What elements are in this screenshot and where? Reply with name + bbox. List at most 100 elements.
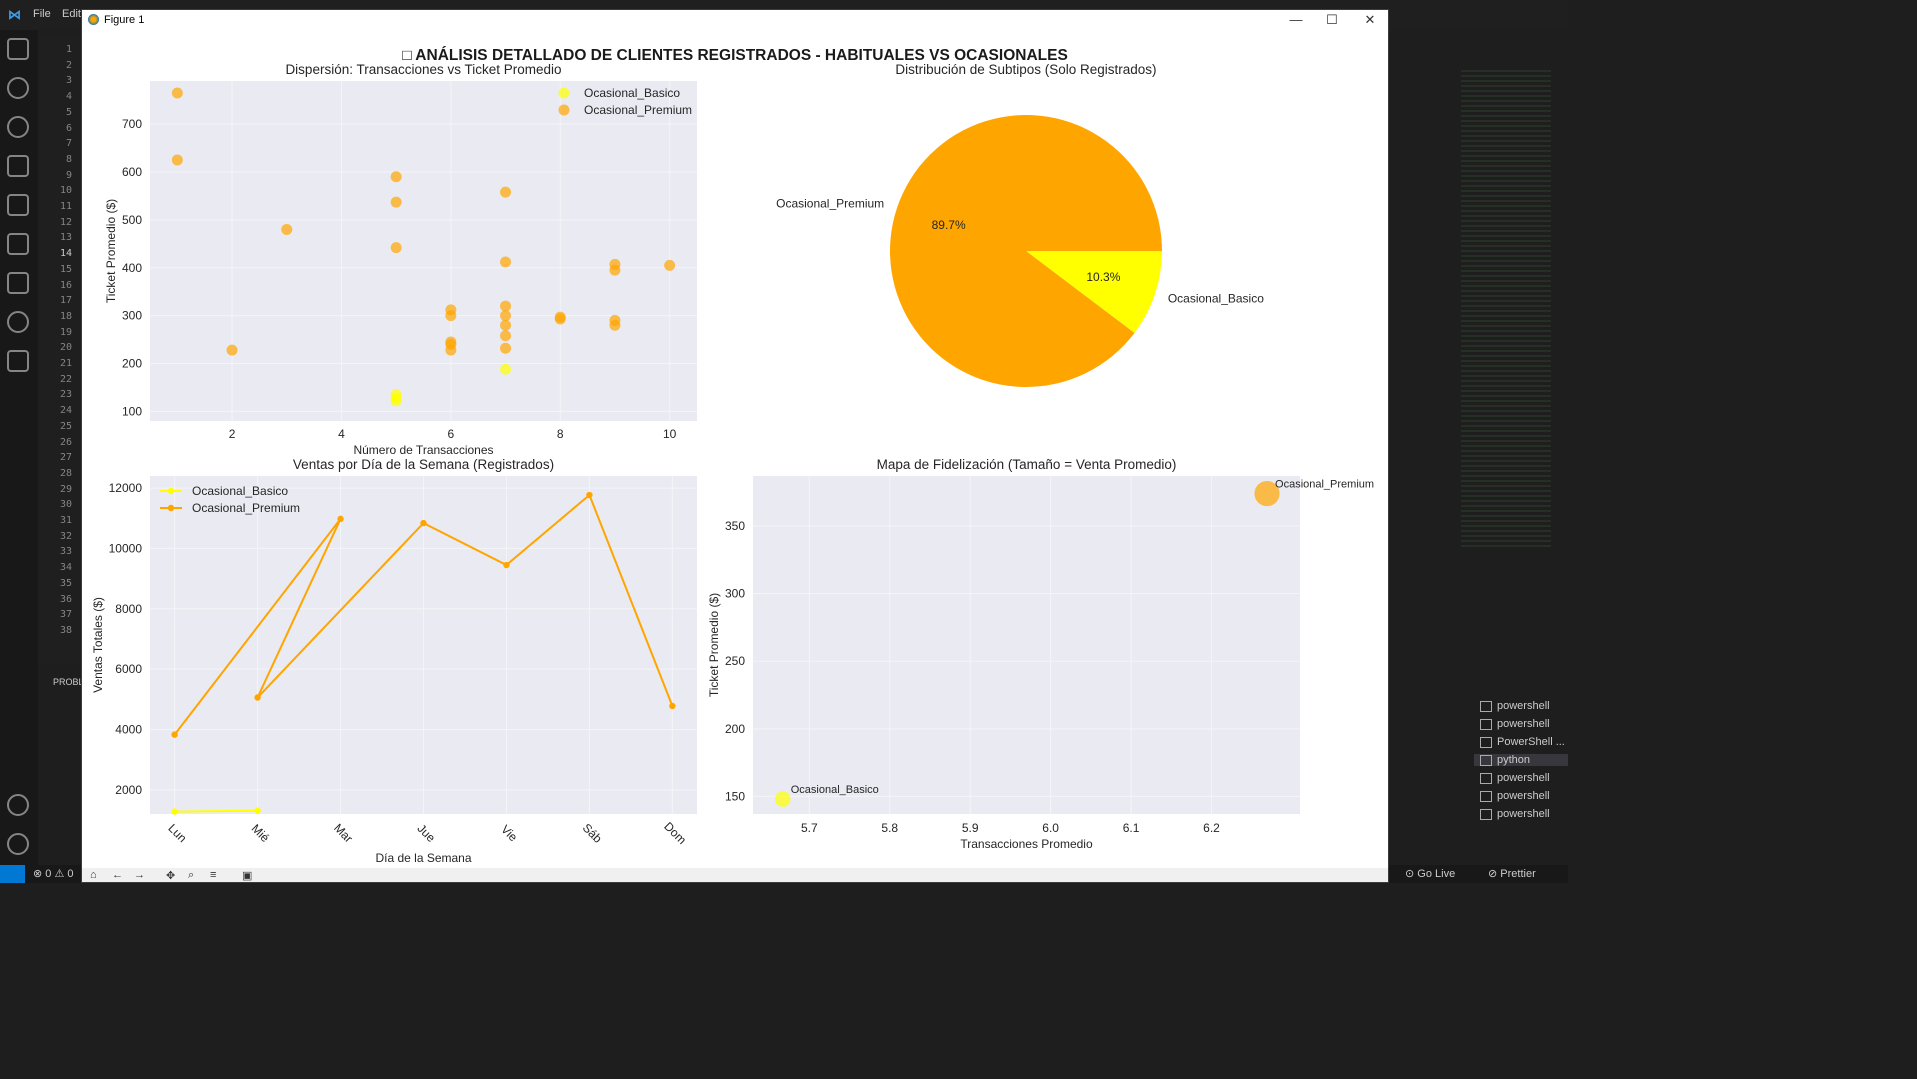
toolbar-pan-icon[interactable]: ✥ <box>166 870 176 882</box>
go-live-button[interactable]: ⊙ Go Live <box>1405 868 1456 880</box>
remote-indicator-icon[interactable] <box>0 865 25 883</box>
line-point <box>586 491 593 499</box>
line-number: 34 <box>59 562 72 574</box>
terminal-item[interactable]: powershell <box>1480 808 1550 820</box>
figure-toolbar: ⌂ ← → ✥ ⌕ ≡ ▣ <box>82 868 1388 882</box>
scatter-point <box>500 256 512 268</box>
account-icon[interactable] <box>7 794 29 816</box>
figure-suptitle: □ ANÁLISIS DETALLADO DE CLIENTES REGISTR… <box>402 47 1068 64</box>
terminal-icon <box>1480 790 1492 802</box>
matplotlib-logo-icon <box>88 14 99 25</box>
prettier-label: Prettier <box>1500 868 1536 880</box>
settings-gear-icon[interactable] <box>7 833 29 855</box>
terminal-item[interactable]: powershell <box>1480 718 1550 730</box>
figure-titlebar[interactable] <box>82 10 1388 32</box>
panel-problems-tab[interactable]: PROBL <box>53 677 84 687</box>
bubble-label: Ocasional_Premium <box>1275 479 1374 491</box>
line-number: 17 <box>59 295 72 307</box>
legend-marker <box>558 87 570 99</box>
legend-label: Ocasional_Premium <box>584 103 692 117</box>
source-control-icon[interactable] <box>7 116 29 138</box>
line-number: 21 <box>59 358 72 369</box>
minimize-button[interactable]: — <box>1289 12 1303 27</box>
extensions-icon[interactable] <box>7 233 29 255</box>
menu-edit[interactable]: Edit <box>62 8 81 20</box>
terminal-item[interactable]: powershell <box>1480 790 1550 802</box>
terminal-label: powershell <box>1497 772 1550 784</box>
activity-bar <box>0 30 38 865</box>
maximize-button[interactable]: ☐ <box>1326 12 1338 27</box>
remote-explorer-icon[interactable] <box>7 194 29 216</box>
toolbar-forward-icon[interactable]: → <box>134 869 145 881</box>
series-line <box>174 809 258 813</box>
search-icon[interactable] <box>7 77 29 99</box>
x-tick-label: 6.0 <box>1042 821 1059 835</box>
pie-slice-label: Ocasional_Premium <box>776 196 884 210</box>
x-axis-label: Transacciones Promedio <box>960 837 1093 851</box>
line-number: 15 <box>59 263 72 275</box>
scatter-chart-title: Dispersión: Transacciones vs Ticket Prom… <box>285 62 561 77</box>
terminal-item[interactable]: PowerShell ... <box>1480 736 1565 748</box>
vscode-logo-icon: ⋈ <box>8 7 21 22</box>
scatter-point <box>554 313 566 325</box>
explorer-icon[interactable] <box>7 38 29 60</box>
toolbar-zoom-icon[interactable]: ⌕ <box>188 869 195 881</box>
y-tick-label: 6000 <box>115 662 142 676</box>
run-debug-icon[interactable] <box>7 155 29 177</box>
x-axis-label: Día de la Semana <box>375 851 471 865</box>
pie-chart-title: Distribución de Subtipos (Solo Registrad… <box>895 62 1156 77</box>
close-button[interactable]: ✕ <box>1364 12 1376 27</box>
terminal-icon <box>1480 700 1492 712</box>
toolbar-configure-icon[interactable]: ≡ <box>210 869 217 881</box>
line-number: 32 <box>59 530 72 542</box>
error-count-icon[interactable]: ⊗ 0 ⚠ 0 <box>33 868 74 880</box>
scatter-point <box>500 363 512 375</box>
menu-file[interactable]: File <box>33 8 51 20</box>
legend-label: Ocasional_Basico <box>584 86 680 100</box>
y-tick-label: 100 <box>122 404 142 418</box>
line-number: 18 <box>59 310 72 322</box>
legend-label: Ocasional_Premium <box>192 501 300 515</box>
toolbar-back-icon[interactable]: ← <box>112 869 123 881</box>
scatter-point <box>226 344 238 356</box>
x-tick-label: 4 <box>338 427 345 441</box>
bubble-point <box>774 791 791 807</box>
terminal-icon <box>1480 718 1492 730</box>
line-number: 37 <box>59 609 72 621</box>
terminal-item[interactable]: python <box>1474 754 1568 766</box>
testing-icon[interactable] <box>7 272 29 294</box>
y-axis-label: Ticket Promedio ($) <box>104 199 118 303</box>
x-tick-label: 2 <box>229 427 236 441</box>
scatter-point <box>390 395 402 407</box>
terminal-item[interactable]: powershell <box>1480 700 1550 712</box>
terminal-item[interactable]: powershell <box>1480 772 1550 784</box>
x-tick-label: 10 <box>663 427 677 441</box>
legend-marker <box>558 104 570 116</box>
terminal-icon <box>1480 808 1492 820</box>
figure-canvas: Dispersión: Transacciones vs Ticket Prom… <box>91 62 1374 865</box>
y-tick-label: 250 <box>725 654 745 668</box>
python-icon[interactable] <box>7 311 29 333</box>
containers-icon[interactable] <box>7 350 29 372</box>
y-tick-label: 600 <box>122 165 142 179</box>
y-axis-label: Ventas Totales ($) <box>91 597 105 693</box>
y-axis-label: Ticket Promedio ($) <box>707 593 721 697</box>
line-number: 12 <box>59 216 72 228</box>
x-tick-label: Vie <box>498 822 520 844</box>
editor-gutter: 1 2 3 4 5 6 7 8 9 10 11 12 13 14 15 16 17 18 19 20 21 22 23 24 2… <box>38 34 82 664</box>
x-axis-label: Número de Transacciones <box>353 443 493 457</box>
figure-title: Figure 1 <box>104 14 145 26</box>
line-number: 14 <box>59 248 72 260</box>
toolbar-home-icon[interactable]: ⌂ <box>90 869 97 881</box>
line-point <box>337 515 344 523</box>
pie-pct-label: 10.3% <box>1086 270 1120 284</box>
toolbar-save-icon[interactable]: ▣ <box>242 870 253 882</box>
y-tick-label: 400 <box>122 261 142 275</box>
scatter-point <box>500 300 512 312</box>
pie-pct-label: 89.7% <box>932 218 966 232</box>
y-tick-label: 2000 <box>115 783 142 797</box>
scatter-point <box>171 87 183 99</box>
line-number: 33 <box>59 546 72 558</box>
line-number: 6 <box>65 122 72 134</box>
prettier-button[interactable]: ⊘ Prettier <box>1488 868 1536 880</box>
